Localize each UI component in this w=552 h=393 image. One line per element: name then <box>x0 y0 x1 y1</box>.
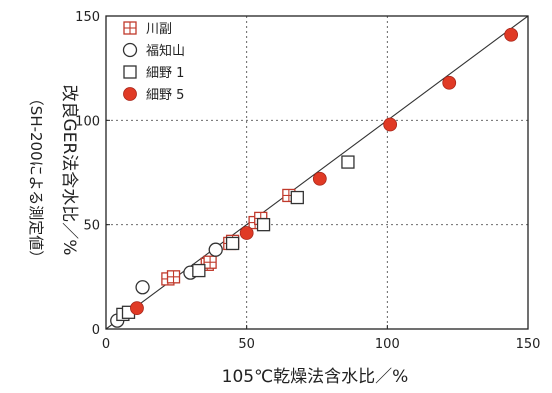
data-point-series-4 <box>130 301 144 316</box>
legend-marker <box>123 65 137 79</box>
data-point-series-4 <box>239 226 254 240</box>
x-tick-label: 100 <box>375 337 400 352</box>
data-point-series-4 <box>442 75 457 90</box>
y-tick-label: 150 <box>75 10 100 25</box>
data-point-series-3 <box>341 155 355 169</box>
data-point-series-3 <box>192 263 206 278</box>
data-point-series-1 <box>203 255 217 269</box>
legend-entry: 細野 1 <box>146 66 184 81</box>
legend-entry: 細野 5 <box>146 88 184 103</box>
legend-entry: 福知山 <box>146 43 185 59</box>
data-point-series-4 <box>504 27 519 42</box>
y-axis-note: （SH-200による測定値） <box>27 91 45 265</box>
x-tick-label: 150 <box>516 337 541 352</box>
data-point-series-2 <box>135 280 150 295</box>
x-axis-label: 105℃乾燥法含水比／% <box>222 367 409 387</box>
data-point-series-4 <box>383 117 398 132</box>
y-axis-label: 改良GER法含水比／% <box>59 85 79 256</box>
data-point-series-1 <box>166 270 181 284</box>
data-point-series-2 <box>208 242 223 257</box>
y-tick-label: 0 <box>92 323 100 338</box>
data-point-series-3 <box>256 218 271 232</box>
plot-frame <box>105 15 529 330</box>
legend-marker <box>122 42 138 58</box>
data-point-series-3 <box>225 236 240 251</box>
data-point-series-3 <box>290 190 304 205</box>
y-tick-label: 50 <box>83 219 100 234</box>
legend-entry: 川副 <box>146 22 172 37</box>
points-layer <box>110 27 519 328</box>
x-tick-label: 0 <box>102 337 110 352</box>
data-point-series-4 <box>312 171 327 186</box>
y-tick-label: 100 <box>75 114 100 129</box>
x-tick-label: 50 <box>238 337 255 352</box>
grid-layer <box>106 16 528 329</box>
axis-layer: 0 50 100 150 0 50 100 150 <box>75 10 540 352</box>
legend-marker <box>123 87 137 101</box>
legend-marker <box>123 21 137 35</box>
